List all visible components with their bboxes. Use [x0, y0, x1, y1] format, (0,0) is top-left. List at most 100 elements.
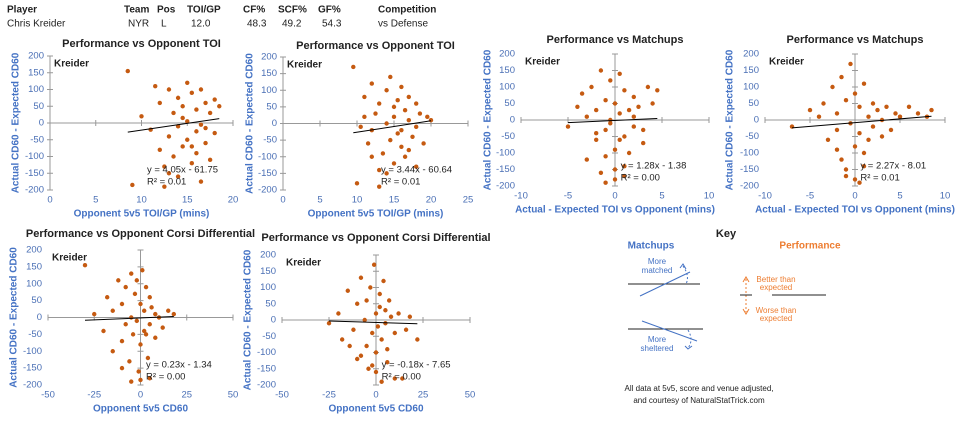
- point: [848, 61, 853, 67]
- y-tick-label: 0: [37, 312, 42, 323]
- point: [834, 111, 840, 116]
- point: [129, 379, 134, 384]
- point: [339, 337, 345, 342]
- y-tick-label: -200: [740, 181, 759, 192]
- point: [875, 107, 880, 113]
- point: [897, 114, 903, 119]
- annotation: Kreider: [52, 253, 87, 264]
- point: [364, 343, 369, 349]
- point: [428, 117, 434, 123]
- point: [598, 170, 604, 175]
- point: [400, 376, 405, 381]
- x-axis-label: Opponent 5v5 CD60: [328, 404, 423, 415]
- point: [631, 114, 636, 119]
- point: [189, 90, 195, 96]
- x-tick-label: 0: [138, 390, 143, 401]
- point: [385, 360, 390, 365]
- y-tick-label: 200: [261, 52, 277, 63]
- key-arrow: [682, 265, 688, 285]
- point: [125, 68, 130, 74]
- annotation: Kreider: [54, 59, 89, 70]
- trendline-equation: y = 3.44x - 60.64: [381, 165, 452, 176]
- header-label: Player: [7, 5, 37, 16]
- key-line: [639, 271, 691, 297]
- y-tick-label: 150: [743, 65, 759, 76]
- y-axis-label: Actual CD60 - Expected CD60: [11, 52, 22, 193]
- header-label: Team: [124, 5, 149, 16]
- point: [375, 324, 381, 329]
- point: [888, 127, 894, 133]
- point: [612, 167, 618, 172]
- point: [406, 117, 411, 123]
- y-tick-label: 50: [31, 295, 42, 306]
- point: [166, 308, 171, 313]
- point: [391, 104, 397, 110]
- point: [852, 177, 858, 182]
- point: [142, 308, 147, 313]
- x-tick-label: -10: [758, 191, 772, 202]
- y-tick-label: 100: [28, 84, 44, 95]
- point: [82, 262, 88, 268]
- point: [377, 167, 382, 173]
- header-label: Pos: [157, 5, 176, 16]
- point: [392, 330, 397, 336]
- point: [384, 121, 389, 126]
- point: [830, 84, 835, 90]
- point: [355, 356, 360, 362]
- point: [368, 285, 373, 290]
- point: [142, 328, 147, 334]
- chart-title: Performance vs Matchups: [787, 34, 924, 46]
- point: [594, 131, 599, 136]
- y-tick-label: 200: [26, 245, 42, 256]
- y-axis-label: Actual CD60 - Expected CD60: [483, 49, 494, 190]
- point: [101, 328, 106, 334]
- x-tick-label: -50: [275, 390, 289, 401]
- x-tick-label: 15: [182, 195, 193, 206]
- point: [915, 111, 921, 116]
- point: [402, 154, 408, 159]
- point: [379, 379, 384, 384]
- point: [123, 322, 128, 327]
- point: [377, 304, 382, 310]
- key-performance: Performance: [779, 241, 841, 252]
- x-tick-label: 10: [940, 191, 951, 202]
- point: [383, 308, 388, 313]
- y-tick-label: -50: [262, 331, 276, 342]
- key-label: More: [648, 257, 667, 266]
- point: [373, 111, 378, 116]
- y-tick-label: 150: [28, 67, 44, 78]
- point: [194, 129, 199, 134]
- annotation: Kreider: [769, 57, 804, 68]
- point: [388, 74, 393, 80]
- point: [166, 87, 172, 92]
- y-tick-label: -150: [740, 164, 759, 175]
- point: [134, 318, 139, 324]
- y-tick-label: 50: [265, 298, 276, 309]
- point: [185, 137, 190, 142]
- point: [143, 332, 149, 337]
- point: [326, 321, 332, 326]
- key-label: expected: [760, 314, 792, 323]
- trendline-r2: R² = 0.01: [147, 177, 186, 188]
- point: [358, 124, 363, 130]
- key-label: matched: [642, 266, 673, 275]
- point: [603, 127, 608, 133]
- trendline-r2: R² = 0.00: [382, 372, 421, 383]
- point: [821, 101, 826, 106]
- point: [399, 144, 404, 149]
- point: [589, 84, 594, 90]
- point: [650, 101, 655, 106]
- point: [162, 184, 167, 189]
- point: [584, 114, 589, 119]
- point: [410, 134, 415, 139]
- x-tick-label: -25: [87, 390, 101, 401]
- trendline-equation: y = -0.18x - 7.65: [382, 360, 451, 371]
- header-label: TOI/GP: [187, 5, 221, 16]
- point: [594, 107, 599, 113]
- point: [365, 141, 371, 146]
- point: [608, 121, 613, 126]
- point: [358, 275, 364, 280]
- y-tick-label: -50: [501, 131, 515, 142]
- point: [355, 301, 360, 306]
- point: [373, 369, 379, 375]
